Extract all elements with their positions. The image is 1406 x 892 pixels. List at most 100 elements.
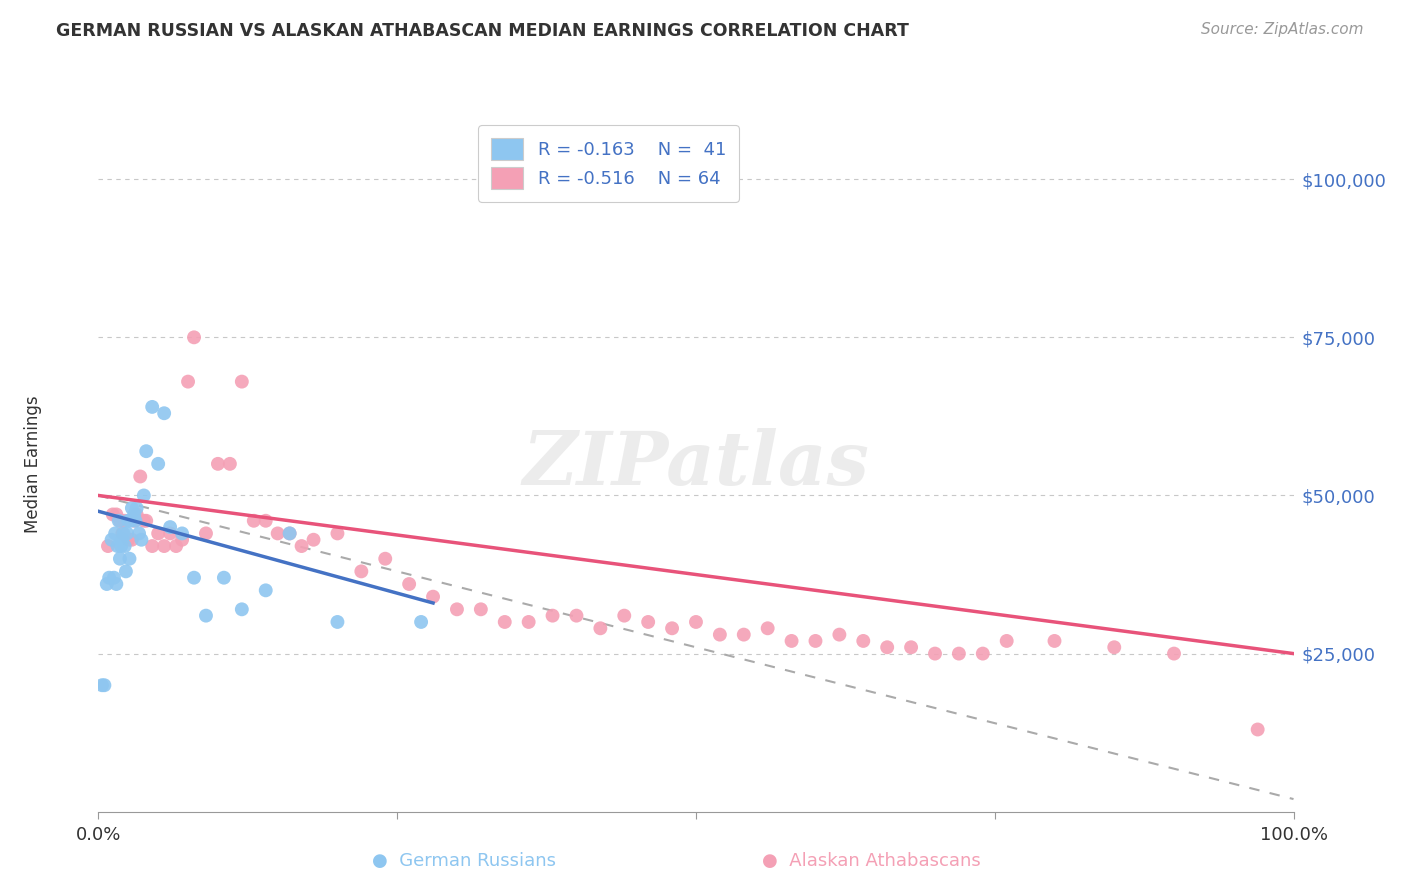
Point <box>541 608 564 623</box>
Point <box>135 444 157 458</box>
Point <box>101 508 124 522</box>
Point <box>1043 634 1066 648</box>
Point <box>107 514 129 528</box>
Point <box>112 526 135 541</box>
Point <box>302 533 325 547</box>
Text: Source: ZipAtlas.com: Source: ZipAtlas.com <box>1201 22 1364 37</box>
Point <box>470 602 492 616</box>
Point <box>124 514 146 528</box>
Text: ●  German Russians: ● German Russians <box>373 852 555 870</box>
Point <box>93 678 115 692</box>
Point <box>219 457 242 471</box>
Legend: R = -0.163    N =  41, R = -0.516    N = 64: R = -0.163 N = 41, R = -0.516 N = 64 <box>478 125 738 202</box>
Point <box>183 571 205 585</box>
Point <box>900 640 922 655</box>
Point <box>131 533 153 547</box>
Point <box>207 457 229 471</box>
Point <box>685 615 707 629</box>
Point <box>290 539 312 553</box>
Point <box>128 526 150 541</box>
Point <box>852 634 875 648</box>
Point <box>111 526 134 541</box>
Point <box>96 577 118 591</box>
Text: ●  Alaskan Athabascans: ● Alaskan Athabascans <box>762 852 981 870</box>
Point <box>172 533 194 547</box>
Point <box>948 647 970 661</box>
Point <box>165 539 187 553</box>
Point <box>141 539 163 553</box>
Point <box>125 508 148 522</box>
Point <box>1246 723 1268 737</box>
Point <box>129 469 152 483</box>
Point <box>446 602 468 616</box>
Point <box>100 533 122 547</box>
Point <box>613 608 636 623</box>
Text: GERMAN RUSSIAN VS ALASKAN ATHABASCAN MEDIAN EARNINGS CORRELATION CHART: GERMAN RUSSIAN VS ALASKAN ATHABASCAN MED… <box>56 22 910 40</box>
Point <box>97 539 120 553</box>
Point <box>104 526 127 541</box>
Point <box>733 627 755 641</box>
Point <box>1102 640 1125 655</box>
Point <box>254 583 277 598</box>
Point <box>118 551 141 566</box>
Point <box>114 539 136 553</box>
Point <box>876 640 898 655</box>
Point <box>159 520 181 534</box>
Point <box>105 508 128 522</box>
Point <box>159 526 181 541</box>
Point <box>995 634 1018 648</box>
Point <box>780 634 803 648</box>
Point <box>105 577 128 591</box>
Point <box>148 457 170 471</box>
Point <box>91 678 114 692</box>
Point <box>125 501 148 516</box>
Point <box>350 565 373 579</box>
Point <box>398 577 420 591</box>
Point <box>117 533 139 547</box>
Point <box>135 514 157 528</box>
Point <box>709 627 731 641</box>
Point <box>828 627 851 641</box>
Point <box>565 608 588 623</box>
Point <box>114 514 136 528</box>
Point <box>756 621 779 635</box>
Point <box>98 571 121 585</box>
Point <box>326 526 349 541</box>
Point <box>107 539 129 553</box>
Point <box>517 615 540 629</box>
Point <box>124 508 146 522</box>
Point <box>121 501 143 516</box>
Text: ZIPatlas: ZIPatlas <box>523 427 869 500</box>
Point <box>132 514 155 528</box>
Point <box>231 375 253 389</box>
Point <box>278 526 301 541</box>
Point <box>411 615 433 629</box>
Text: Median Earnings: Median Earnings <box>24 395 42 533</box>
Point <box>212 571 235 585</box>
Point <box>267 526 290 541</box>
Point <box>148 526 170 541</box>
Point <box>108 514 131 528</box>
Point <box>177 375 200 389</box>
Point <box>153 539 176 553</box>
Point <box>183 330 205 344</box>
Point <box>243 514 266 528</box>
Point <box>110 539 132 553</box>
Point <box>254 514 277 528</box>
Point <box>124 514 146 528</box>
Point <box>194 526 218 541</box>
Point <box>115 526 138 541</box>
Point <box>494 615 516 629</box>
Point <box>153 406 176 420</box>
Point <box>972 647 994 661</box>
Point <box>111 533 134 547</box>
Point <box>278 526 301 541</box>
Point <box>115 565 138 579</box>
Point <box>117 514 139 528</box>
Point <box>103 571 125 585</box>
Point <box>422 590 444 604</box>
Point <box>326 615 349 629</box>
Point <box>1163 647 1185 661</box>
Point <box>141 400 163 414</box>
Point <box>120 514 142 528</box>
